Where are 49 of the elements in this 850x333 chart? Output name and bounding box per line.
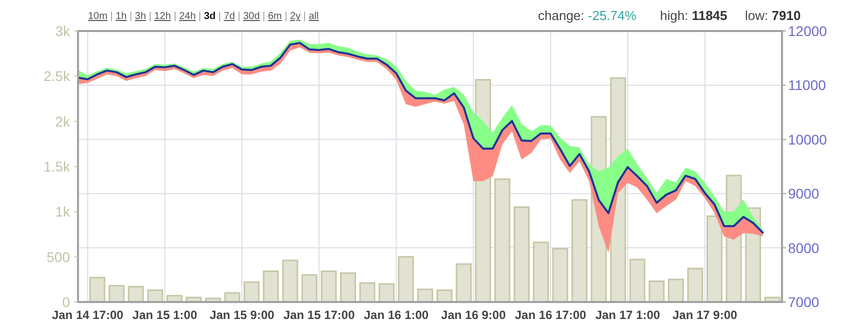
text: 10m | 1h | 3h | 12h | 24h | 3d | 7d | 30d | 6m | 2y | all <box>88 11 319 22</box>
text: high: 11845 <box>660 8 728 23</box>
bar <box>532 242 549 303</box>
x-tick-label: Jan 17 1:00 <box>595 308 660 322</box>
bar <box>244 281 260 303</box>
y2-tick-label: 9000 <box>788 186 820 202</box>
x-tick-label: Jan 17 9:00 <box>672 308 738 322</box>
y-tick-label: 1k <box>55 204 71 220</box>
bar <box>262 270 279 303</box>
bar <box>301 274 318 303</box>
y-tick-label: 0 <box>62 294 70 310</box>
bar <box>687 268 704 303</box>
bar <box>668 278 684 303</box>
y2-tick-label: 10000 <box>788 131 828 148</box>
y2-tick-label: 11000 <box>788 77 826 94</box>
bar <box>706 215 722 303</box>
bar <box>398 256 414 303</box>
y2-tick-label: 12000 <box>788 23 828 39</box>
bar <box>514 206 530 303</box>
y-tick-label: 2.5k <box>44 68 71 84</box>
bar <box>340 272 356 303</box>
y-tick-label: 1.5k <box>44 158 71 174</box>
bar <box>552 248 568 303</box>
bar <box>282 260 298 303</box>
bar <box>571 199 588 303</box>
bar <box>494 178 510 303</box>
bar <box>378 283 395 303</box>
bar <box>128 286 144 303</box>
x-tick-label: Jan 15 17:00 <box>283 308 356 322</box>
bar <box>648 280 665 303</box>
bar <box>629 258 646 303</box>
x-tick-label: Jan 16 17:00 <box>514 308 587 322</box>
x-tick-label: Jan 15 1:00 <box>132 308 198 322</box>
x-tick-label: Jan 16 9:00 <box>441 308 506 322</box>
y2-tick-label: 7000 <box>788 294 820 310</box>
bar <box>320 270 337 303</box>
y-tick-label: 3k <box>55 23 71 39</box>
x-tick-label: Jan 14 17:00 <box>52 308 124 322</box>
bar <box>456 263 472 303</box>
y2-tick-label: 8000 <box>788 240 820 256</box>
x-tick-label: Jan 16 1:00 <box>364 308 429 322</box>
y-tick-label: 500 <box>46 248 70 265</box>
y-tick-label: 2k <box>55 113 71 130</box>
text: low: 7910 <box>745 8 801 23</box>
bar <box>359 282 376 303</box>
x-tick-label: Jan 15 9:00 <box>210 308 275 322</box>
bar <box>108 284 125 303</box>
text: change: -25.74% <box>538 8 637 23</box>
bar <box>89 276 106 303</box>
